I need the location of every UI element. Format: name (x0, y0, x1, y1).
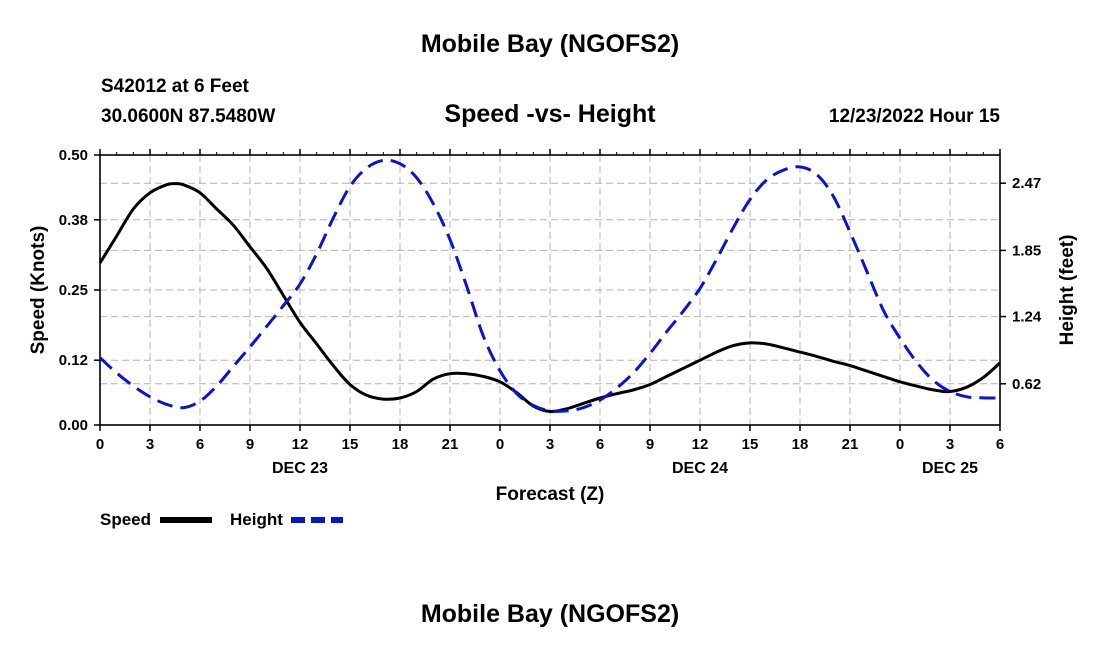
x-tick-label: 3 (546, 436, 554, 453)
footer-title: Mobile Bay (NGOFS2) (420, 600, 680, 628)
x-tick-label: 0 (96, 436, 104, 453)
forecast-datetime: 12/23/2022 Hour 15 (828, 106, 1000, 127)
y2-axis-label: Height (feet) (1057, 235, 1078, 346)
x-tick-label: 18 (392, 436, 409, 453)
x-tick-label: 3 (946, 436, 954, 453)
x-tick-label: 3 (146, 436, 154, 453)
x-tick-label: 0 (896, 436, 904, 453)
x-tick-label: 6 (196, 436, 204, 453)
y-tick-label: 0.00 (59, 417, 88, 434)
page-title: Mobile Bay (NGOFS2) (420, 30, 680, 58)
x-tick-label: 9 (246, 436, 254, 453)
x-tick-label: 12 (692, 436, 709, 453)
x-date-label: DEC 24 (672, 460, 728, 477)
y2-tick-label: 1.85 (1012, 242, 1041, 259)
x-tick-label: 18 (792, 436, 809, 453)
y-tick-label: 0.50 (59, 147, 88, 164)
x-tick-label: 6 (596, 436, 604, 453)
series-line-height (98, 158, 1001, 413)
legend-label-speed: Speed (100, 510, 151, 529)
x-tick-label: 21 (842, 436, 859, 453)
x-tick-label: 12 (292, 436, 309, 453)
x-date-label: DEC 25 (922, 460, 978, 477)
x-tick-label: 21 (442, 436, 459, 453)
x-tick-label: 9 (646, 436, 654, 453)
coordinates-label: 30.0600N 87.5480W (101, 106, 276, 127)
y-tick-label: 0.25 (59, 282, 88, 299)
x-axis-label: Forecast (Z) (496, 484, 605, 505)
x-tick-label: 6 (996, 436, 1004, 453)
x-tick-label: 15 (742, 436, 759, 453)
legend-label-height: Height (230, 510, 283, 529)
y2-tick-label: 0.62 (1012, 376, 1041, 393)
legend: Speed Height (100, 510, 343, 529)
grid-lines (100, 155, 1000, 425)
y2-tick-label: 1.24 (1012, 309, 1042, 326)
y-tick-label: 0.38 (59, 212, 88, 229)
y2-tick-label: 2.47 (1012, 175, 1041, 192)
series-layer (98, 158, 1001, 414)
axes-layer: 0 3 6 9 12 15 18 21 0 3 6 9 12 15 18 21 0 3 6 DEC 23 DEC 24 D… (59, 147, 1042, 477)
speed-height-chart: 0 3 6 9 12 15 18 21 0 3 6 9 12 15 18 21 0 3 6 DEC 23 DEC 24 D… (28, 147, 1078, 529)
y-axis-label: Speed (Knots) (28, 226, 49, 355)
x-date-label: DEC 23 (272, 460, 328, 477)
x-tick-label: 15 (342, 436, 359, 453)
station-label: S42012 at 6 Feet (101, 76, 249, 97)
y-tick-label: 0.12 (59, 352, 88, 369)
x-tick-label: 0 (496, 436, 504, 453)
chart-title: Speed -vs- Height (444, 100, 656, 128)
